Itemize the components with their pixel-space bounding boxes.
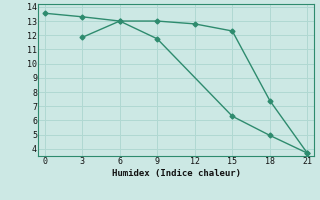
X-axis label: Humidex (Indice chaleur): Humidex (Indice chaleur) — [111, 169, 241, 178]
